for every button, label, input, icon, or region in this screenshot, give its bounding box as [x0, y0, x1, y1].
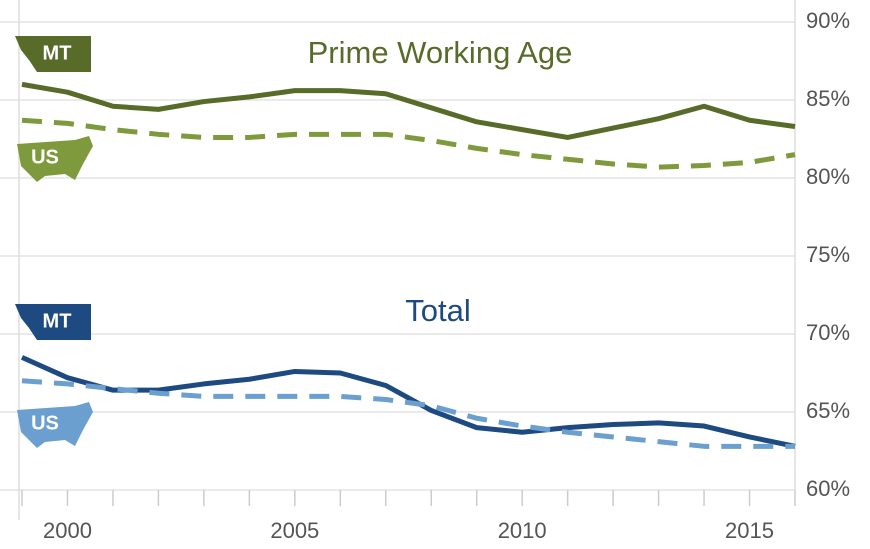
series-label: MT: [43, 310, 72, 332]
y-tick-label: 85%: [806, 86, 850, 111]
y-tick-label: 75%: [806, 242, 850, 267]
panel-title: Prime Working Age: [308, 35, 573, 70]
panel-title: Total: [405, 293, 470, 328]
line-series: [21, 378, 795, 449]
x-tick-label: 2015: [725, 518, 774, 543]
y-tick-label: 80%: [806, 164, 850, 189]
series-label: US: [31, 412, 59, 434]
y-tick-label: 65%: [806, 398, 850, 423]
x-tick-label: 2000: [43, 518, 92, 543]
y-tick-label: 90%: [806, 8, 850, 33]
y-tick-label: 70%: [806, 320, 850, 345]
line-series: [21, 81, 796, 140]
badge: [15, 36, 91, 72]
series-label: MT: [43, 42, 72, 64]
x-tick-label: 2010: [498, 518, 547, 543]
badge: [15, 304, 91, 340]
badge: [17, 402, 93, 448]
series-label: US: [31, 146, 59, 168]
x-tick-label: 2005: [270, 518, 319, 543]
y-tick-label: 60%: [806, 476, 850, 501]
line-series: [21, 117, 796, 170]
badge: [17, 136, 93, 182]
